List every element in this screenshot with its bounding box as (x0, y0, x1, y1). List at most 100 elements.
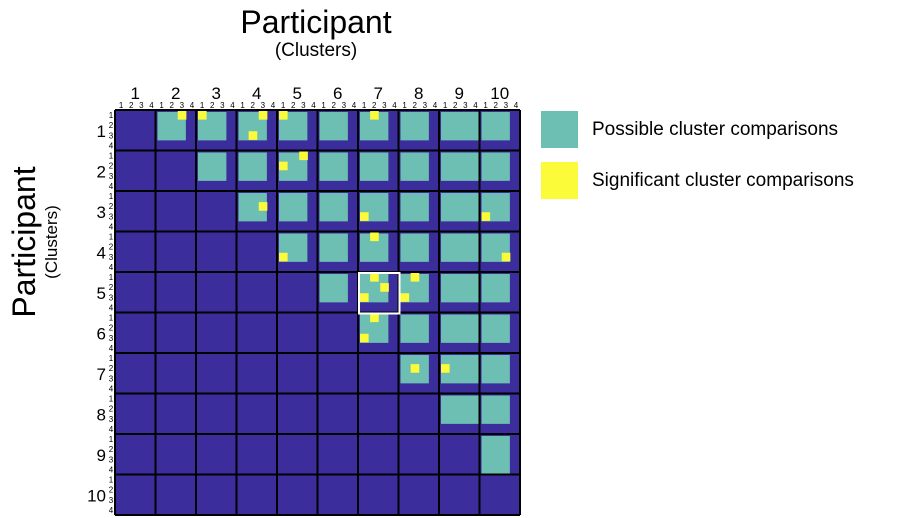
col-cluster-tick-1-4: 4 (149, 101, 154, 110)
row-cluster-tick-6-1: 1 (109, 314, 114, 323)
col-label-6: 6 (333, 84, 342, 103)
row-cluster-tick-9-3: 3 (109, 455, 114, 464)
row-cluster-tick-4-2: 2 (109, 243, 114, 252)
col-label-10: 10 (490, 84, 509, 103)
significant-cell-22 (441, 364, 450, 373)
significant-cell-15 (380, 283, 389, 292)
row-cluster-tick-3-3: 3 (109, 212, 114, 221)
possible-block-1-9 (441, 112, 480, 141)
row-cluster-tick-8-1: 1 (109, 395, 114, 404)
col-label-4: 4 (252, 84, 261, 103)
col-cluster-tick-4-2: 2 (250, 101, 255, 110)
significant-cell-8 (258, 202, 268, 211)
possible-block-2-7 (360, 152, 389, 181)
col-cluster-tick-4-1: 1 (240, 101, 245, 110)
row-cluster-tick-2-3: 3 (109, 172, 114, 181)
col-label-1: 1 (131, 84, 140, 103)
possible-block-3-9 (441, 193, 480, 222)
row-cluster-tick-1-4: 4 (109, 141, 114, 150)
highlight-box (358, 272, 401, 315)
col-cluster-tick-5-3: 3 (301, 101, 306, 110)
possible-block-6-10 (481, 314, 510, 343)
possible-block-5-10 (481, 274, 510, 303)
row-cluster-tick-6-4: 4 (109, 344, 114, 353)
row-label-8: 8 (97, 406, 106, 425)
significant-cell-0 (177, 111, 187, 120)
row-label-4: 4 (97, 244, 106, 263)
significant-cell-18 (400, 293, 410, 302)
row-cluster-tick-9-1: 1 (109, 435, 114, 444)
col-cluster-tick-7-4: 4 (392, 101, 397, 110)
col-cluster-tick-4-4: 4 (271, 101, 276, 110)
significant-cell-12 (279, 252, 288, 262)
col-cluster-tick-1-1: 1 (119, 101, 124, 110)
significant-cell-13 (501, 252, 511, 262)
possible-block-5-9 (441, 274, 480, 303)
row-label-7: 7 (97, 365, 106, 384)
row-cluster-tick-2-2: 2 (109, 162, 114, 171)
possible-block-7-10 (481, 355, 510, 384)
col-label-2: 2 (171, 84, 180, 103)
col-cluster-tick-9-3: 3 (463, 101, 468, 110)
possible-block-1-10 (481, 112, 510, 141)
col-cluster-tick-3-3: 3 (220, 101, 225, 110)
significant-cell-3 (248, 131, 258, 140)
possible-block-6-8 (400, 314, 429, 343)
row-label-5: 5 (97, 284, 106, 303)
col-cluster-tick-3-1: 1 (200, 101, 205, 110)
possible-block-2-6 (319, 152, 348, 181)
significant-cell-6 (279, 161, 288, 171)
top-axis-title: Participant (240, 4, 392, 40)
col-cluster-tick-2-4: 4 (190, 101, 195, 110)
legend-swatch-significant (541, 162, 578, 199)
significant-cell-9 (360, 212, 369, 221)
row-cluster-tick-4-4: 4 (109, 263, 114, 272)
significant-cell-14 (370, 273, 379, 282)
possible-block-2-10 (481, 152, 510, 181)
possible-block-8-9 (441, 395, 480, 424)
col-cluster-tick-2-3: 3 (180, 101, 185, 110)
col-cluster-tick-2-1: 1 (159, 101, 164, 110)
col-cluster-tick-10-3: 3 (504, 101, 509, 110)
row-label-10: 10 (87, 487, 106, 506)
col-cluster-tick-5-2: 2 (291, 101, 296, 110)
col-cluster-tick-1-2: 2 (129, 101, 134, 110)
significant-cell-5 (370, 111, 379, 120)
significant-cell-20 (360, 333, 369, 343)
col-cluster-tick-5-4: 4 (311, 101, 316, 110)
top-axis-subtitle: (Clusters) (274, 40, 358, 61)
row-cluster-tick-1-3: 3 (109, 131, 114, 140)
col-cluster-tick-6-4: 4 (352, 101, 357, 110)
col-cluster-tick-10-1: 1 (483, 101, 488, 110)
possible-block-4-6 (319, 233, 348, 262)
significant-cell-11 (370, 232, 379, 242)
col-cluster-tick-7-1: 1 (362, 101, 367, 110)
row-cluster-tick-5-2: 2 (109, 283, 114, 292)
col-cluster-tick-8-3: 3 (423, 101, 428, 110)
possible-block-8-10 (481, 395, 510, 424)
col-cluster-tick-9-4: 4 (473, 101, 478, 110)
possible-block-3-6 (319, 193, 348, 222)
row-label-3: 3 (97, 203, 106, 222)
col-label-8: 8 (414, 84, 423, 103)
row-label-1: 1 (97, 122, 106, 141)
col-cluster-tick-7-3: 3 (382, 101, 387, 110)
row-label-2: 2 (97, 163, 106, 182)
row-cluster-tick-4-3: 3 (109, 253, 114, 262)
col-label-3: 3 (212, 84, 221, 103)
legend-label-significant: Significant cluster comparisons (592, 170, 854, 191)
significant-cell-4 (279, 111, 288, 120)
col-cluster-tick-3-4: 4 (230, 101, 235, 110)
row-cluster-tick-7-4: 4 (109, 384, 114, 393)
row-cluster-tick-9-2: 2 (109, 445, 114, 454)
row-cluster-tick-10-1: 1 (109, 476, 114, 485)
row-cluster-tick-1-1: 1 (109, 111, 114, 120)
row-cluster-tick-3-2: 2 (109, 202, 114, 211)
legend-swatch-possible (541, 111, 578, 148)
row-cluster-tick-1-2: 2 (109, 121, 114, 130)
possible-block-3-8 (400, 193, 429, 222)
possible-block-6-9 (441, 314, 480, 343)
col-cluster-tick-3-2: 2 (210, 101, 215, 110)
row-cluster-tick-5-1: 1 (109, 273, 114, 282)
possible-block-9-10 (481, 436, 510, 475)
